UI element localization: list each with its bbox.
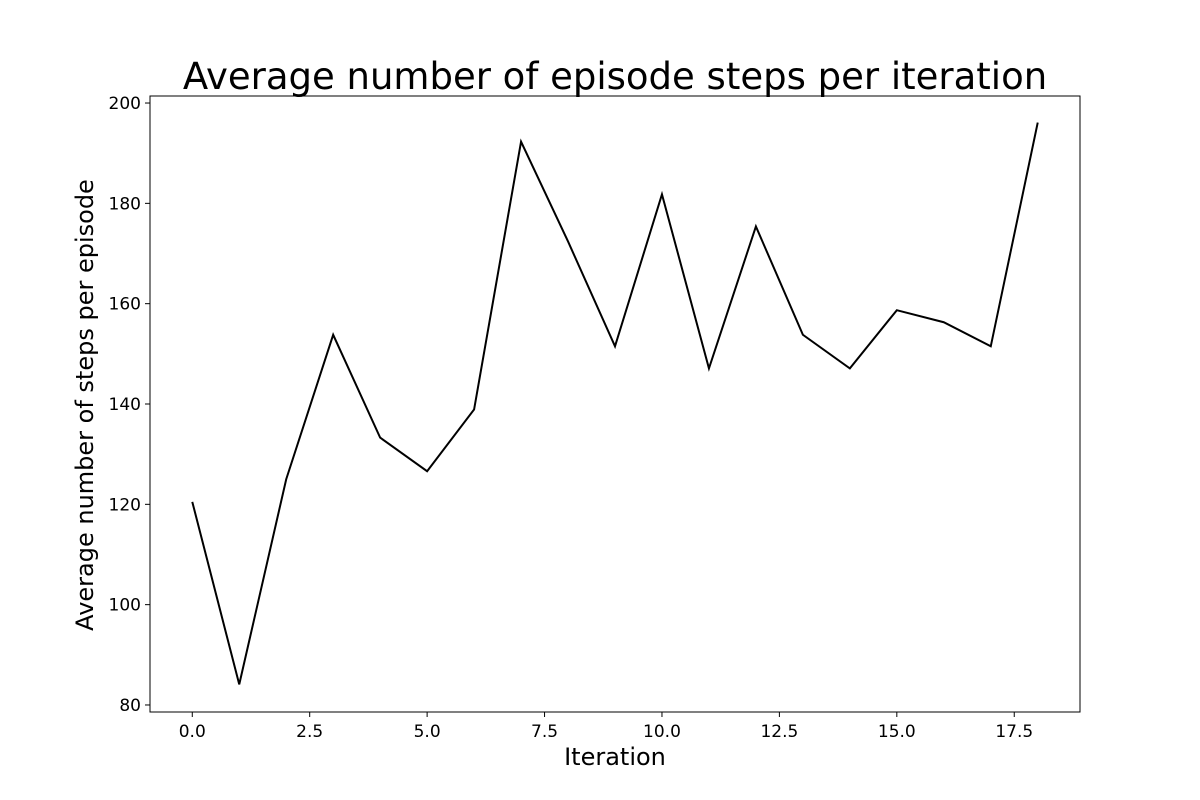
y-tick-label: 200 [109,94,141,114]
y-tick-label: 80 [119,696,141,716]
y-tick-label: 140 [109,395,141,415]
x-tick-label: 2.5 [296,722,323,742]
y-axis-ticks: 80 100 120 140 160 180 200 [109,94,150,716]
y-tick-label: 180 [109,194,141,214]
x-tick-label: 7.5 [531,722,558,742]
y-axis-label: Average number of steps per episode [71,179,99,631]
series-line [191,122,1039,685]
x-tick-label: 0.0 [179,722,206,742]
x-axis-ticks: 0.0 2.5 5.0 7.5 10.0 12.5 15.0 17.5 [179,712,1033,742]
x-tick-label: 12.5 [760,722,798,742]
x-tick-label: 5.0 [414,722,441,742]
y-tick-label: 100 [109,596,141,616]
x-tick-label: 10.0 [643,722,681,742]
chart-title: Average number of episode steps per iter… [183,55,1047,98]
plot-area-frame [149,95,1081,713]
x-tick-label: 17.5 [995,722,1033,742]
y-tick-label: 160 [109,295,141,315]
x-axis-label: Iteration [564,743,666,771]
x-tick-label: 15.0 [878,722,916,742]
y-tick-label: 120 [109,495,141,515]
